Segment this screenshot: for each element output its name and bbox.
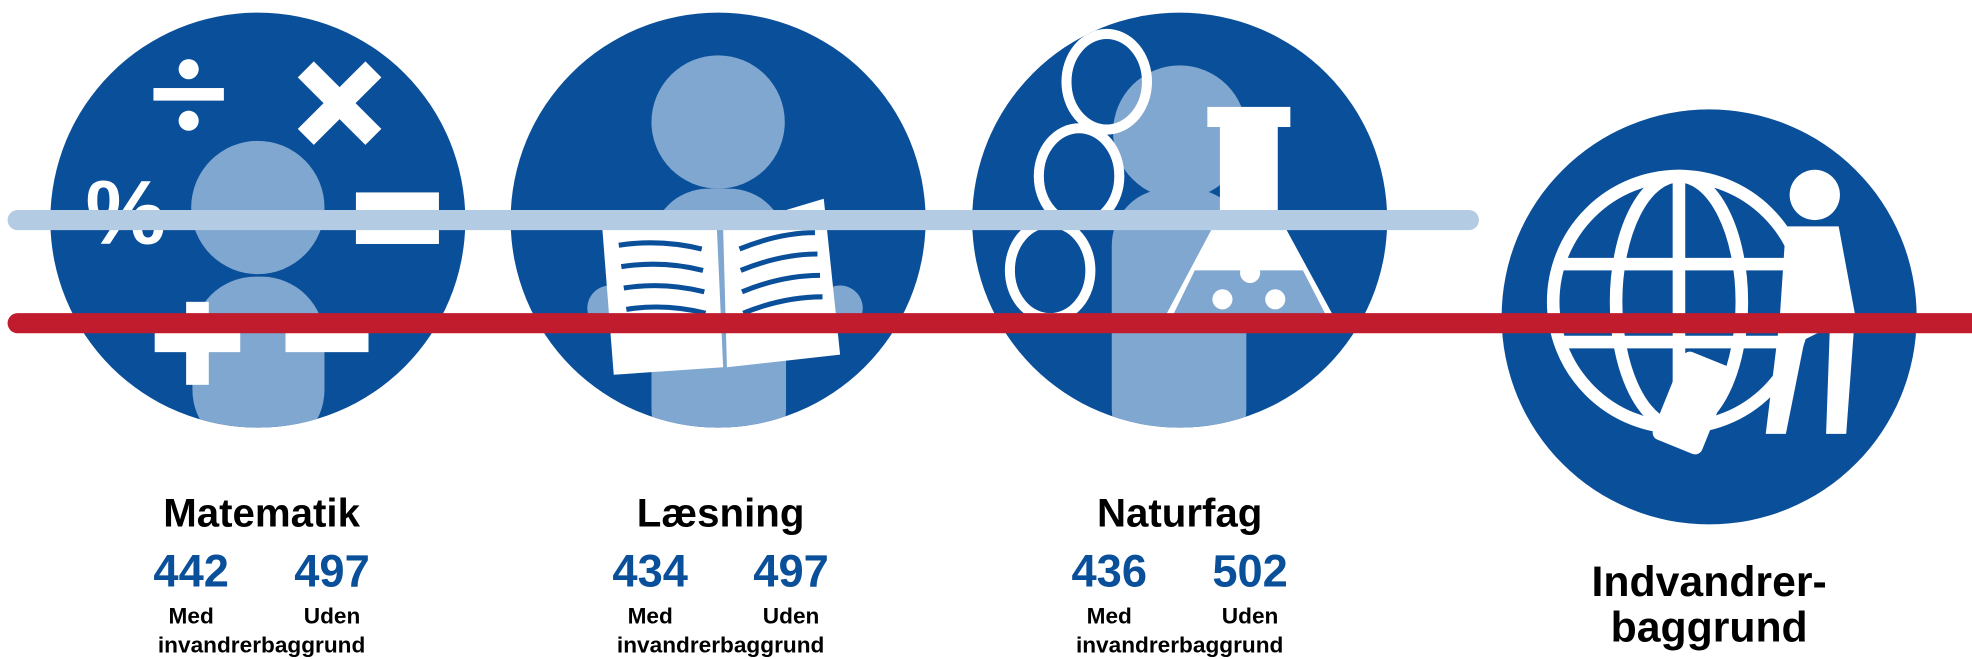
label-suffix: invandrerbaggrund bbox=[1076, 632, 1283, 657]
with-value: 434 bbox=[612, 546, 688, 597]
legend-line: baggrund bbox=[1611, 603, 1808, 651]
with-label: Med bbox=[169, 603, 214, 628]
without-label: Uden bbox=[304, 603, 361, 628]
without-label: Uden bbox=[1222, 603, 1279, 628]
infographic: % bbox=[0, 0, 1972, 659]
without-value: 497 bbox=[753, 546, 829, 597]
label-suffix: invandrerbaggrund bbox=[617, 632, 824, 657]
with-value: 436 bbox=[1071, 546, 1147, 597]
panel-title: Matematik bbox=[163, 490, 360, 535]
with-value: 442 bbox=[153, 546, 229, 597]
without-value: 497 bbox=[294, 546, 370, 597]
panel-title: Læsning bbox=[637, 490, 805, 535]
panel-title: Naturfag bbox=[1097, 490, 1262, 535]
without-label: Uden bbox=[763, 603, 820, 628]
with-label: Med bbox=[628, 603, 673, 628]
without-value: 502 bbox=[1212, 546, 1288, 597]
label-suffix: invandrerbaggrund bbox=[158, 632, 365, 657]
legend-line: Indvandrer- bbox=[1592, 558, 1827, 606]
page: {"panels": [ {"title": "Matematik", "wit… bbox=[0, 0, 1972, 659]
with-label: Med bbox=[1087, 603, 1132, 628]
